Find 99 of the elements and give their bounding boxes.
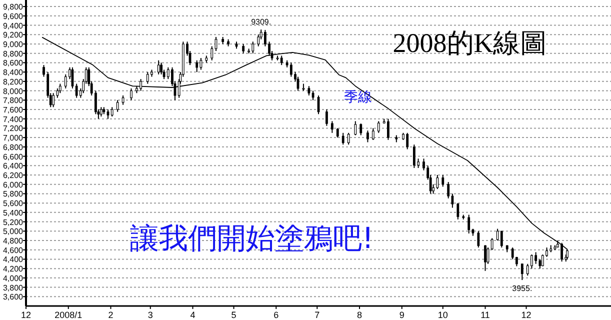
y-tick-label: 4,800	[2, 236, 24, 246]
x-tick-label: 11	[480, 310, 490, 320]
candlestick	[412, 144, 416, 168]
x-tick-label: 6	[274, 310, 279, 320]
x-tick-label: 2008/1	[54, 310, 82, 320]
candlestick	[387, 118, 390, 140]
text: 2008的K線圖	[392, 28, 548, 58]
candlestick	[366, 130, 369, 143]
candlestick	[122, 94, 124, 106]
candlestick	[308, 86, 310, 96]
x-tick-label: 7	[314, 310, 320, 320]
candlestick	[196, 60, 198, 73]
candlestick	[330, 120, 334, 134]
candlestick	[520, 263, 524, 281]
candlestick	[477, 230, 480, 248]
candlestick	[456, 202, 460, 220]
candlestick	[166, 66, 170, 80]
y-tick-label: 6,600	[2, 152, 24, 162]
candlestick	[312, 90, 314, 101]
y-tick-label: 7,200	[2, 124, 24, 134]
y-tick-label: 5,000	[2, 227, 24, 236]
candlestick	[252, 41, 254, 54]
annotation: 3955.	[512, 284, 532, 294]
x-tick-label: 9	[399, 310, 404, 320]
x-tick-label: 4	[190, 310, 196, 320]
x-tick-label: 2	[108, 310, 114, 320]
y-tick-label: 4,200	[2, 264, 24, 274]
candlestick	[116, 100, 119, 112]
candlestick	[347, 132, 350, 146]
y-tick-label: 7,600	[2, 105, 24, 114]
candlestick	[64, 74, 67, 89]
y-tick-label: 5,400	[2, 208, 24, 218]
candlestick	[71, 66, 74, 89]
x-tick-label: 12	[521, 310, 532, 320]
candlestick	[52, 92, 55, 108]
candlestick	[538, 258, 542, 270]
candlestick	[58, 83, 62, 94]
candlestick	[500, 230, 503, 248]
y-tick-label: 3,800	[2, 283, 24, 292]
y-tick-label: 4,000	[2, 274, 24, 283]
candlestick	[157, 60, 160, 75]
candlestick	[140, 78, 142, 92]
candlestick	[468, 214, 470, 234]
candlestick	[290, 62, 292, 78]
candlestick	[130, 88, 132, 101]
y-tick-label: 8,200	[2, 77, 24, 86]
candlestick	[336, 128, 339, 138]
candlestick	[360, 123, 362, 136]
y-tick-label: 8,800	[2, 49, 24, 58]
y-tick-label: 5,200	[2, 218, 24, 227]
y-tick-label: 4,400	[2, 255, 24, 264]
annotation: 9309.	[251, 18, 272, 27]
candlestick	[100, 106, 102, 118]
y-tick-label: 9,800	[2, 2, 24, 12]
y-tick-label: 7,400	[2, 114, 24, 124]
y-tick-label: 3,600	[2, 292, 24, 302]
candlestick	[280, 55, 283, 66]
y-tick-label: 8,600	[2, 58, 24, 68]
candlestick	[377, 120, 380, 134]
candlestick	[326, 108, 328, 126]
y-tick-label: 4,600	[2, 246, 24, 255]
y-tick-label: 8,000	[2, 86, 24, 96]
series-label: 季線	[344, 90, 372, 106]
candlestick	[354, 120, 357, 136]
candlestick	[160, 62, 163, 75]
y-tick-label: 9,600	[2, 12, 24, 21]
candlestick	[372, 128, 374, 140]
annotation: 讓我們開始塗鴉吧!	[130, 221, 374, 255]
x-tick-label: 5	[231, 310, 236, 320]
x-tick-label: 10	[438, 310, 448, 320]
candlestick	[436, 174, 439, 190]
candlestick	[342, 132, 344, 146]
x-tick-label: 3	[148, 310, 153, 320]
candlestick	[484, 244, 486, 272]
candlestick	[75, 83, 78, 98]
y-tick-label: 7,000	[2, 134, 24, 143]
candlestick	[534, 252, 538, 264]
candlestick	[490, 238, 494, 250]
candlestick	[210, 46, 214, 61]
y-tick-label: 6,800	[2, 142, 24, 152]
candlestick	[146, 72, 149, 84]
y-tick-label: 6,200	[2, 170, 24, 180]
candlestick	[242, 43, 245, 54]
y-tick-label: 9,000	[2, 40, 24, 49]
x-tick-label: 12	[20, 310, 32, 320]
y-tick-label: 6,400	[2, 162, 24, 171]
y-tick-label: 5,800	[2, 190, 24, 199]
candlestick	[200, 58, 202, 70]
candlestick	[442, 174, 444, 188]
y-tick-label: 5,600	[2, 199, 24, 208]
y-tick-label: 8,400	[2, 68, 24, 78]
x-tick-label: 8	[356, 310, 362, 320]
candlestick	[110, 106, 114, 118]
y-tick-label: 7,800	[2, 96, 24, 106]
y-tick-label: 9,400	[2, 21, 24, 30]
candlestick	[511, 247, 514, 260]
y-tick-label: 6,000	[2, 180, 24, 190]
y-tick-label: 9,200	[2, 30, 24, 40]
candlestick	[406, 132, 409, 150]
